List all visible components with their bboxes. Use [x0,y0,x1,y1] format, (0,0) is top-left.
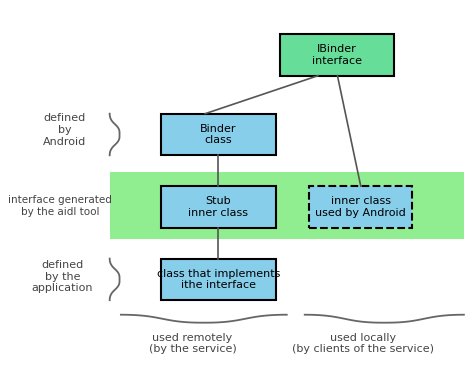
Text: inner class
used by Android: inner class used by Android [315,196,406,218]
Bar [110,172,464,239]
Text: IBinder
interface: IBinder interface [312,44,362,66]
Bar [280,34,395,76]
Bar [161,258,276,300]
Text: defined
by
Android: defined by Android [43,114,86,147]
Text: used locally
(by clients of the service): used locally (by clients of the service) [292,333,434,354]
Text: interface generated
by the aidl tool: interface generated by the aidl tool [8,195,112,217]
Bar [309,186,413,228]
Text: class that implements
ithe interface: class that implements ithe interface [157,269,280,290]
Text: Stub
inner class: Stub inner class [188,196,248,218]
Text: used remotely
(by the service): used remotely (by the service) [149,333,236,354]
Text: defined
by the
application: defined by the application [32,260,93,293]
Text: Binder
class: Binder class [200,124,236,145]
Bar [161,114,276,155]
Bar [161,186,276,228]
